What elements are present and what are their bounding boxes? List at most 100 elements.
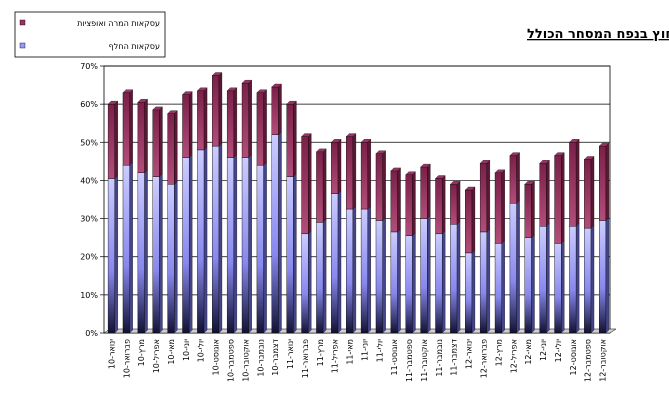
x-axis: ינואר-10 פברואר-10 מרץ-10 אפריל-10 מאי-10 יונ…	[107, 338, 607, 382]
bar-swaps-side	[561, 240, 565, 334]
bar-swaps-side	[293, 173, 297, 334]
bar-top	[152, 106, 163, 111]
bar-swaps	[226, 157, 235, 334]
legend-swatch-options	[19, 19, 26, 26]
bar-top	[375, 150, 387, 154]
bar-top	[583, 156, 595, 160]
x-tick-label: ינואר-12	[465, 339, 474, 369]
bar-swaps-side	[397, 228, 401, 334]
bar-swaps	[197, 149, 205, 334]
bar-options	[212, 75, 220, 147]
bar-top	[107, 100, 119, 105]
bar-swaps-side	[144, 169, 148, 334]
x-tick-label: מאי-10	[167, 339, 176, 365]
bar-swaps-side	[382, 217, 386, 334]
bar-options	[405, 174, 413, 236]
bar-swaps	[539, 225, 547, 334]
bar-options-side	[337, 138, 342, 195]
bar-swaps	[286, 176, 294, 334]
bar-options	[554, 155, 562, 244]
bar-top	[569, 139, 580, 143]
bar-swaps-side	[442, 230, 446, 334]
bars	[107, 72, 610, 334]
bar-options	[137, 102, 145, 174]
bar-options	[152, 109, 160, 177]
bar-swaps-side	[516, 199, 520, 334]
bar-options	[286, 103, 294, 177]
bar-swaps	[182, 157, 190, 334]
bar-swaps	[420, 218, 428, 334]
legend-label-options: עסקאות המרה ואופציות	[77, 19, 160, 28]
bar-top	[122, 89, 134, 93]
bar-swaps-side	[471, 249, 476, 334]
bar-top	[450, 181, 461, 185]
bar-options	[479, 163, 488, 233]
bar-swaps-side	[203, 146, 208, 334]
bar-swaps-side	[367, 205, 371, 334]
bar-options	[241, 82, 249, 158]
bar-options-side	[546, 159, 550, 227]
bar-options-side	[427, 163, 431, 219]
bar-swaps	[494, 243, 502, 334]
bar-options	[107, 103, 115, 179]
bar-options-side	[471, 186, 476, 254]
y-tick-label: 70%	[80, 62, 98, 71]
bar-swaps	[435, 233, 443, 334]
x-tick-label: מאי-12	[524, 339, 533, 365]
legend-box	[14, 11, 166, 58]
bar-top	[330, 139, 342, 143]
x-tick-label: ינואר-10	[107, 339, 116, 369]
bar-top	[137, 99, 148, 103]
bar-options-side	[203, 87, 208, 151]
bar-swaps	[509, 203, 517, 334]
bar-swaps	[390, 231, 398, 334]
bar-options	[450, 184, 458, 225]
bar-swaps-side	[501, 240, 505, 334]
bar-options-side	[129, 89, 133, 166]
bar-swaps	[107, 178, 115, 334]
bar-top	[524, 181, 535, 185]
bar-swaps	[256, 164, 264, 334]
bar-swaps-side	[590, 224, 595, 334]
bar-swaps-side	[308, 230, 312, 334]
x-tick-label: יולי-11	[375, 339, 384, 363]
bar-options	[182, 94, 190, 158]
bar-options	[599, 145, 607, 221]
bar-top	[167, 110, 178, 114]
y-tick-label: 50%	[80, 138, 98, 147]
bar-options-side	[486, 159, 490, 233]
y-tick-label: 60%	[80, 100, 98, 109]
x-tick-label: אוקטובר-11	[420, 339, 429, 382]
bar-options	[122, 92, 130, 166]
bar-options-side	[367, 138, 371, 210]
legend: עסקאות המרה ואופציות עסקאות החלף	[14, 11, 166, 58]
bar-swaps	[360, 208, 368, 334]
bar-swaps-side	[174, 180, 178, 334]
bar-swaps	[599, 220, 607, 334]
bar-options-side	[159, 106, 163, 177]
bar-swaps-side	[456, 220, 461, 334]
bar-options	[256, 92, 264, 166]
bar-swaps	[569, 225, 577, 334]
x-tick-label: מרץ-11	[316, 339, 325, 366]
bar-swaps-side	[531, 234, 535, 334]
bar-options	[524, 184, 532, 238]
bar-options-side	[501, 169, 505, 244]
bar-options-side	[575, 138, 580, 227]
bar-options	[316, 151, 324, 223]
bar-swaps-side	[278, 131, 282, 334]
y-axis: 0% 10% 20% 30% 40% 50% 60% 70%	[80, 62, 104, 338]
bar-options-side	[590, 156, 595, 229]
x-tick-label: יולי-10	[197, 339, 206, 363]
bar-top	[360, 139, 372, 143]
bar-options-side	[561, 152, 565, 244]
chart-title: תרשים 5 : חלקם של תושבי חוץ בנפח המסחר ה…	[527, 27, 669, 42]
bar-swaps-side	[263, 161, 267, 334]
bar-options	[301, 136, 309, 235]
bar-swaps-side	[486, 228, 490, 334]
x-tick-label: ספטמבר-11	[405, 339, 414, 382]
bar-top	[286, 100, 297, 105]
plot-area	[103, 65, 617, 334]
bar-top	[241, 80, 253, 84]
bar-top	[197, 87, 208, 91]
